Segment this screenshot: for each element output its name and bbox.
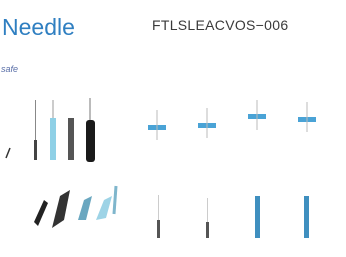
pen-needles [157,195,309,238]
stray-mark [6,148,10,158]
holder-set-bottom-left [34,186,116,228]
winged-needles [148,100,316,140]
needle-set-top-left [34,98,95,162]
product-images [0,0,346,257]
page: Needle FTLSLEACVOS−006 safe [0,0,346,257]
